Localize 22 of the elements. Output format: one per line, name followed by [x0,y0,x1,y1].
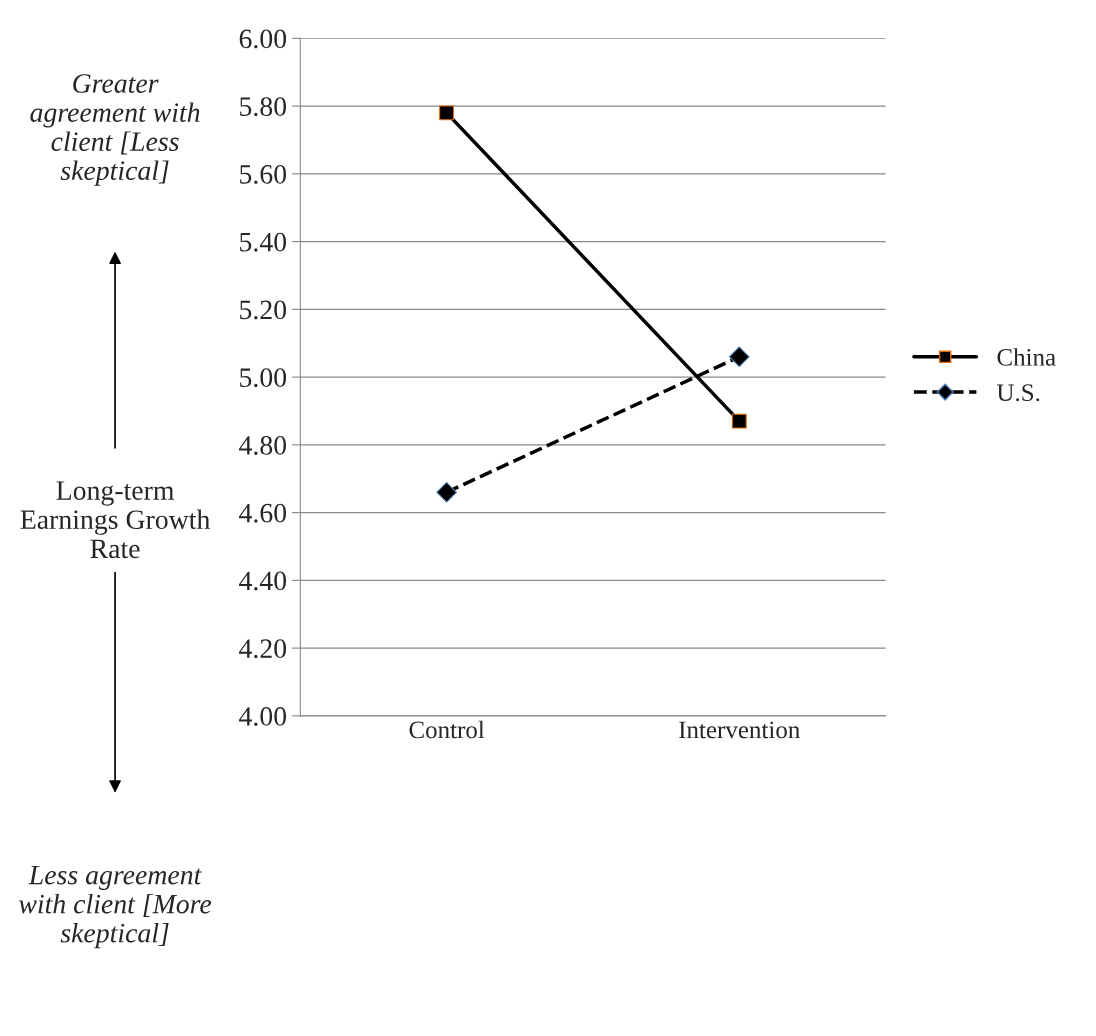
point [731,413,747,429]
x-tick-label: Control [409,720,485,739]
y-tick-label: 4.00 [239,707,287,726]
legend-label: U.S. [996,384,1040,402]
point [728,346,750,368]
text: Less agreement with client [More skeptical] [19,865,212,949]
text: Greater agreement with client [Less skeptical] [30,74,200,186]
y-tick-label: 5.60 [240,165,287,184]
y-tick-label: 4.20 [239,639,287,659]
y-tick-label: 6.00 [239,29,287,49]
legend-label: China [997,348,1056,366]
y-tick-label: 5.00 [240,368,287,388]
y-tick-label: 5.80 [240,97,287,117]
y-tick-label: 4.60 [239,503,287,523]
y-tick-label: 5.40 [240,232,287,252]
point [439,105,455,121]
x-tick-label: Intervention [679,721,800,739]
y-tick-label: 5.20 [240,300,287,320]
point [436,481,457,503]
y-tick-label: 4.40 [239,571,287,591]
y-axis-title: Long-term Earnings Growth Rate [20,481,210,559]
y-tick-label: 4.80 [239,436,287,455]
